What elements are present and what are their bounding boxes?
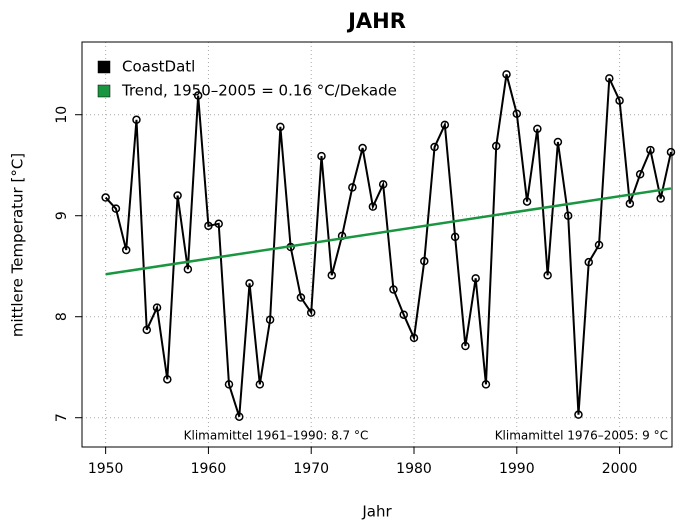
plot-frame bbox=[81, 41, 673, 448]
legend-label: Trend, 1950–2005 = 0.16 °C/Dekade bbox=[121, 82, 397, 100]
point bbox=[646, 145, 655, 155]
point bbox=[296, 293, 306, 302]
point bbox=[481, 380, 491, 389]
point bbox=[656, 194, 665, 203]
x-axis-label: Jahr bbox=[361, 503, 392, 521]
point bbox=[214, 219, 223, 229]
point bbox=[101, 193, 110, 202]
point bbox=[389, 285, 398, 294]
x-tick-label: 1970 bbox=[293, 461, 329, 477]
legend-swatch bbox=[97, 60, 111, 74]
y-tick-label: 7 bbox=[54, 413, 70, 422]
point bbox=[522, 197, 532, 206]
point bbox=[533, 124, 542, 134]
point bbox=[553, 137, 563, 147]
point bbox=[245, 279, 254, 288]
point bbox=[276, 122, 285, 132]
point bbox=[193, 91, 203, 100]
point bbox=[409, 333, 419, 343]
series-line bbox=[104, 74, 672, 418]
point bbox=[255, 380, 265, 389]
chart-title: JAHR bbox=[346, 9, 406, 33]
x-tick-label: 1960 bbox=[191, 461, 227, 477]
point bbox=[399, 310, 408, 319]
point bbox=[594, 240, 604, 250]
point bbox=[491, 141, 501, 151]
point bbox=[605, 74, 614, 83]
point bbox=[111, 204, 121, 213]
point bbox=[615, 96, 624, 105]
point bbox=[235, 412, 244, 421]
point bbox=[625, 199, 635, 208]
x-tick-label: 1990 bbox=[499, 461, 535, 477]
point bbox=[265, 315, 275, 324]
y-tick-label: 10 bbox=[54, 106, 70, 124]
point bbox=[450, 232, 460, 242]
point bbox=[163, 375, 172, 384]
point bbox=[461, 341, 470, 351]
point bbox=[204, 221, 213, 231]
point bbox=[635, 170, 645, 179]
annotation: Klimamittel 1976–2005: 9 °C bbox=[495, 429, 668, 443]
point bbox=[378, 180, 388, 189]
point bbox=[584, 257, 593, 267]
point bbox=[358, 143, 367, 153]
point bbox=[368, 202, 378, 211]
point bbox=[430, 142, 439, 152]
point bbox=[142, 325, 152, 335]
point bbox=[327, 271, 337, 280]
x-tick-label: 1950 bbox=[88, 461, 124, 477]
annotation: Klimamittel 1961–1990: 8.7 °C bbox=[184, 429, 369, 443]
point bbox=[440, 120, 450, 130]
point bbox=[512, 109, 522, 118]
point bbox=[132, 115, 141, 125]
legend-swatch bbox=[97, 84, 111, 98]
point bbox=[563, 211, 573, 220]
y-tick-label: 8 bbox=[54, 312, 70, 321]
point bbox=[317, 151, 326, 161]
point bbox=[306, 308, 316, 317]
x-tick-label: 2000 bbox=[602, 461, 638, 477]
point bbox=[348, 183, 357, 192]
point bbox=[121, 245, 131, 255]
point bbox=[152, 303, 162, 312]
y-tick-label: 9 bbox=[54, 211, 70, 220]
point bbox=[502, 70, 511, 79]
point bbox=[224, 380, 234, 389]
point bbox=[173, 191, 182, 200]
x-tick-label: 1980 bbox=[396, 461, 432, 477]
legend-label: CoastDatl bbox=[122, 58, 195, 76]
y-axis-label: mittlere Temperatur [°C] bbox=[9, 153, 27, 337]
trend-line bbox=[105, 187, 672, 276]
point bbox=[574, 410, 583, 419]
point bbox=[666, 147, 676, 157]
point bbox=[543, 271, 552, 280]
point bbox=[420, 256, 429, 266]
point bbox=[183, 264, 193, 274]
point bbox=[471, 274, 480, 283]
